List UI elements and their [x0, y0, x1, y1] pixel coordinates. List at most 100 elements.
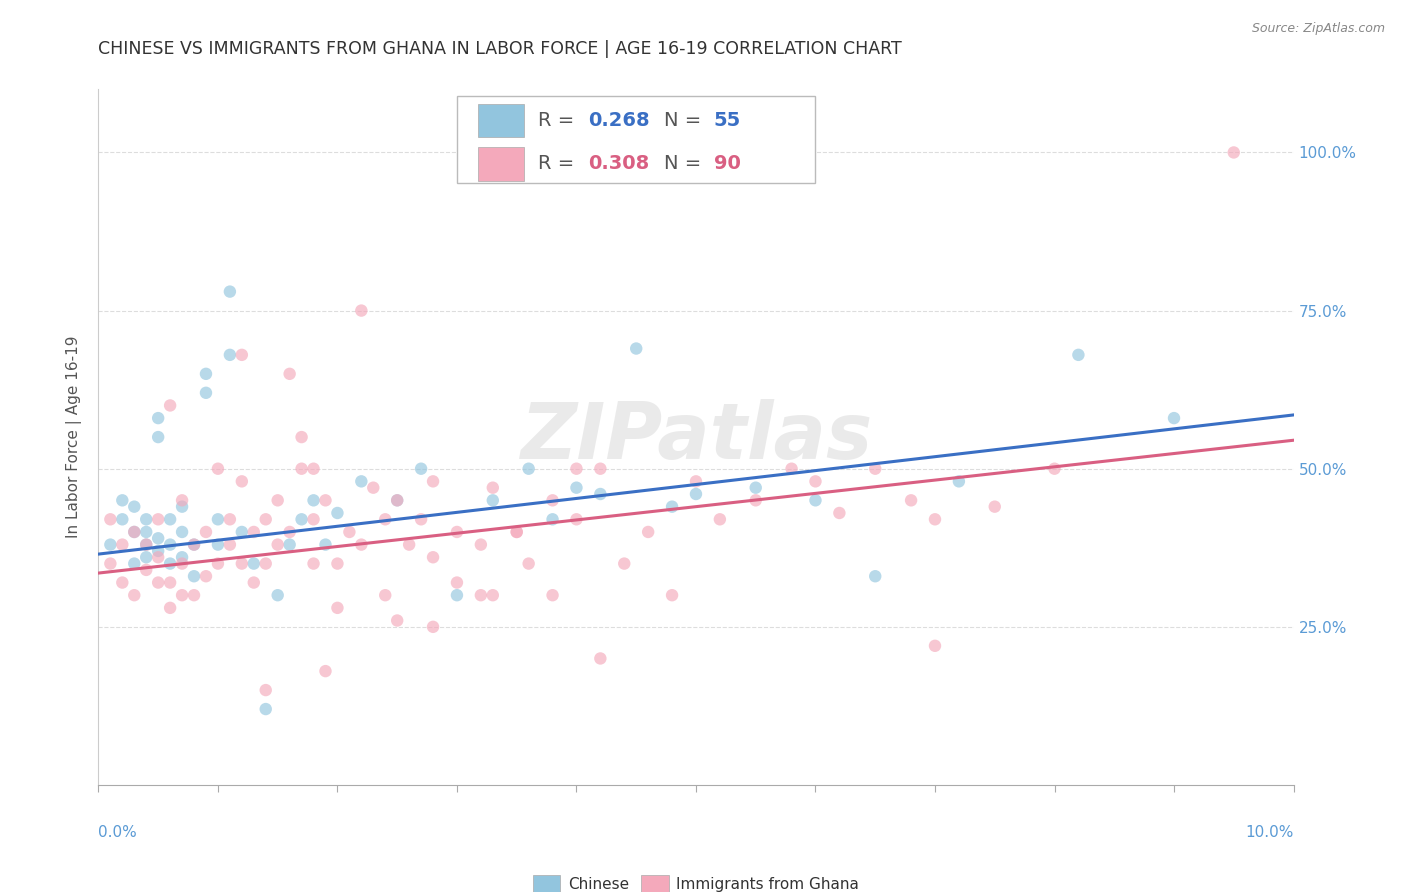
- Point: [278, 367, 301, 381]
- Text: 90: 90: [714, 154, 741, 174]
- Point: [135, 524, 157, 539]
- Point: [124, 588, 146, 602]
- Point: [172, 557, 194, 571]
- Point: [195, 524, 218, 539]
- Point: [1043, 461, 1066, 475]
- Point: [231, 348, 253, 362]
- Point: [613, 557, 636, 571]
- Text: Source: ZipAtlas.com: Source: ZipAtlas.com: [1251, 22, 1385, 36]
- Point: [506, 524, 529, 539]
- Point: [685, 475, 707, 489]
- Point: [446, 524, 468, 539]
- Point: [172, 588, 194, 602]
- Point: [183, 538, 205, 552]
- Point: [291, 512, 314, 526]
- Point: [219, 512, 242, 526]
- Point: [135, 538, 157, 552]
- Point: [481, 481, 505, 495]
- Point: [124, 557, 146, 571]
- Point: [159, 538, 181, 552]
- Point: [374, 512, 396, 526]
- Point: [865, 569, 887, 583]
- Text: N =: N =: [664, 111, 707, 130]
- Point: [135, 550, 157, 565]
- Point: [231, 524, 253, 539]
- Point: [374, 588, 396, 602]
- Text: 0.308: 0.308: [588, 154, 650, 174]
- Point: [924, 639, 946, 653]
- Point: [172, 493, 194, 508]
- Point: [267, 538, 290, 552]
- Point: [111, 575, 134, 590]
- Point: [207, 461, 229, 475]
- Point: [685, 487, 707, 501]
- Point: [267, 493, 290, 508]
- Point: [124, 524, 146, 539]
- Point: [111, 538, 134, 552]
- Point: [481, 493, 505, 508]
- Point: [183, 538, 205, 552]
- Point: [195, 569, 218, 583]
- Point: [804, 475, 827, 489]
- Point: [446, 575, 468, 590]
- FancyBboxPatch shape: [478, 104, 524, 137]
- Point: [745, 493, 768, 508]
- Point: [350, 538, 373, 552]
- Point: [339, 524, 360, 539]
- Point: [172, 550, 194, 565]
- Point: [124, 500, 146, 514]
- FancyBboxPatch shape: [457, 96, 815, 183]
- Point: [254, 557, 277, 571]
- Point: [517, 557, 540, 571]
- Point: [172, 524, 194, 539]
- Point: [135, 563, 157, 577]
- Point: [291, 430, 314, 444]
- Point: [302, 557, 325, 571]
- Point: [326, 506, 349, 520]
- Point: [148, 544, 170, 558]
- Point: [100, 512, 122, 526]
- Point: [589, 651, 612, 665]
- Point: [315, 493, 337, 508]
- Point: [254, 683, 277, 698]
- Point: [422, 475, 444, 489]
- Text: R =: R =: [538, 111, 581, 130]
- Point: [111, 493, 134, 508]
- Text: 55: 55: [714, 111, 741, 130]
- Point: [159, 600, 181, 615]
- Point: [661, 588, 683, 602]
- Point: [481, 588, 505, 602]
- Point: [302, 493, 325, 508]
- Point: [541, 512, 564, 526]
- Point: [254, 702, 277, 716]
- Point: [159, 399, 181, 413]
- Point: [315, 664, 337, 678]
- Point: [661, 500, 683, 514]
- Point: [135, 538, 157, 552]
- Point: [637, 524, 659, 539]
- Point: [541, 588, 564, 602]
- Point: [315, 538, 337, 552]
- Text: ZIPatlas: ZIPatlas: [520, 399, 872, 475]
- Point: [422, 620, 444, 634]
- Point: [278, 538, 301, 552]
- Point: [745, 481, 768, 495]
- Point: [148, 575, 170, 590]
- Point: [626, 342, 648, 356]
- Point: [385, 493, 409, 508]
- Point: [207, 538, 229, 552]
- Point: [207, 512, 229, 526]
- Point: [470, 588, 492, 602]
- Text: 10.0%: 10.0%: [1246, 825, 1294, 840]
- Point: [828, 506, 851, 520]
- Point: [411, 461, 433, 475]
- Point: [219, 285, 242, 299]
- Point: [195, 367, 218, 381]
- Point: [243, 524, 266, 539]
- Point: [326, 600, 349, 615]
- Point: [183, 588, 205, 602]
- Point: [385, 614, 409, 628]
- Point: [148, 531, 170, 545]
- Point: [207, 557, 229, 571]
- Point: [565, 461, 588, 475]
